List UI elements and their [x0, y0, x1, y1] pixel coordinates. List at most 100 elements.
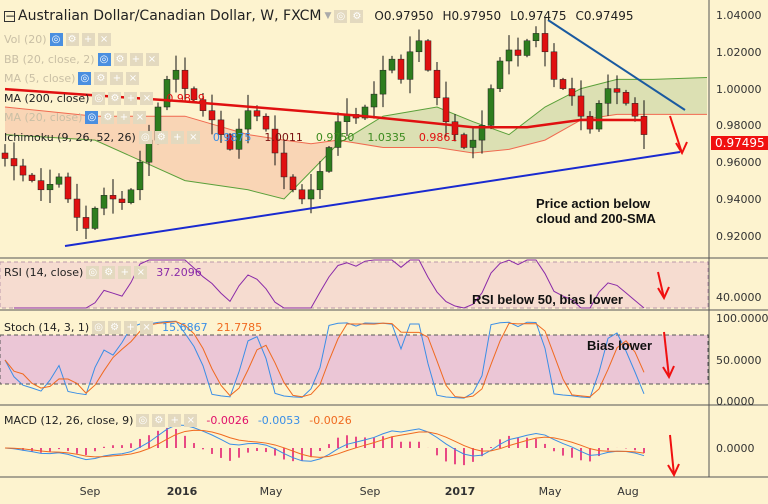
eye-icon[interactable]: ◎ [49, 33, 63, 46]
candle-body [469, 139, 477, 148]
indicator-label[interactable]: MA (200, close) [4, 91, 90, 105]
candle-body [28, 174, 36, 181]
candle-body [505, 49, 513, 62]
eye-icon[interactable]: ◎ [97, 52, 111, 66]
annotation-stoch: Bias lower [587, 338, 653, 353]
indicator-label[interactable]: Vol (20) [4, 33, 47, 46]
close-icon[interactable]: × [97, 33, 111, 46]
stoch-axis-100: 100.0000 [716, 312, 768, 325]
candle-body [586, 115, 594, 130]
eye-icon[interactable]: ◎ [85, 111, 99, 124]
down-arrow-icon [669, 115, 683, 154]
time-axis-label: Sep [359, 485, 381, 498]
macd-label[interactable]: MACD (12, 26, close, 9) [4, 414, 134, 427]
candle-body [577, 95, 585, 117]
eye-icon[interactable]: ◎ [92, 91, 106, 105]
gear-icon[interactable]: ⚙ [108, 91, 122, 105]
candle-body [361, 106, 369, 119]
close-icon[interactable]: × [145, 52, 159, 66]
candle-body [298, 189, 306, 200]
gear-icon[interactable]: ⚙ [65, 33, 79, 46]
close-icon[interactable]: × [126, 72, 140, 85]
gear-icon[interactable]: ⚙ [108, 321, 122, 334]
ohlc-low: L0.97475 [510, 9, 567, 23]
ichimoku-cloud [545, 88, 581, 141]
gear-icon[interactable]: ⚙ [94, 72, 108, 85]
close-icon[interactable]: × [140, 91, 154, 105]
ichimoku-cloud [248, 134, 284, 199]
eye-icon[interactable]: ◎ [92, 321, 106, 334]
gear-icon[interactable]: ⚙ [101, 111, 115, 124]
candle-body [541, 33, 549, 53]
plus-icon[interactable]: + [168, 414, 182, 427]
plus-icon[interactable]: + [124, 91, 138, 105]
eye-icon[interactable]: ◎ [334, 9, 348, 23]
eye-icon[interactable]: ◎ [136, 414, 150, 427]
candle-body [424, 40, 432, 71]
plus-icon[interactable]: + [110, 72, 124, 85]
support-trendline [64, 151, 681, 247]
symbol-title[interactable]: Australian Dollar/Canadian Dollar, W, FX… [18, 8, 322, 24]
macd-signal-line [4, 429, 645, 458]
gear-icon[interactable]: ⚙ [152, 414, 166, 427]
plus-icon[interactable]: + [117, 111, 131, 124]
rsi-band [0, 261, 709, 309]
close-icon[interactable]: × [184, 414, 198, 427]
candle-body [325, 147, 333, 172]
stoch-label[interactable]: Stoch (14, 3, 1) [4, 321, 90, 334]
eye-icon[interactable]: ◎ [86, 266, 100, 279]
candle-body [100, 195, 108, 209]
plus-icon[interactable]: + [170, 130, 184, 144]
collapse-icon[interactable]: − [4, 8, 16, 23]
close-icon[interactable]: × [133, 111, 147, 124]
indicator-value: 0.9861 [418, 130, 458, 144]
candle-body [415, 40, 423, 53]
candle-body [379, 69, 387, 95]
indicator-label[interactable]: MA (20, close) [4, 111, 83, 124]
close-icon[interactable]: × [140, 321, 154, 334]
candle-body [433, 69, 441, 99]
candle-body [10, 158, 18, 167]
rsi-label[interactable]: RSI (14, close) [4, 266, 84, 279]
candle-body [271, 128, 279, 154]
chevron-down-icon[interactable]: ▼ [324, 11, 332, 21]
stoch-d-line [4, 321, 645, 399]
candle-body [253, 110, 261, 117]
price-axis-label: 0.96000 [716, 156, 762, 170]
candle-body [208, 110, 216, 121]
plus-icon[interactable]: + [118, 266, 132, 279]
candle-body [316, 171, 324, 191]
time-axis-label: May [259, 485, 283, 498]
candle-body [46, 184, 54, 191]
eye-icon[interactable]: ◎ [138, 130, 152, 144]
candle-body [568, 88, 576, 97]
plus-icon[interactable]: + [81, 33, 95, 46]
candle-body [289, 176, 297, 191]
candle-body [37, 180, 45, 191]
candle-body [1, 152, 9, 159]
eye-icon[interactable]: ◎ [78, 72, 92, 85]
indicator-label[interactable]: Ichimoku (9, 26, 52, 26) [4, 130, 136, 144]
close-icon[interactable]: × [134, 266, 148, 279]
candle-body [370, 93, 378, 108]
gear-icon[interactable]: ⚙ [350, 9, 364, 23]
ichimoku-cloud [284, 140, 311, 199]
indicator-label[interactable]: BB (20, close, 2) [4, 52, 95, 66]
indicator-label[interactable]: MA (5, close) [4, 72, 76, 85]
candle-body [388, 58, 396, 71]
plus-icon[interactable]: + [124, 321, 138, 334]
price-axis-label: 1.00000 [716, 82, 762, 96]
gear-icon[interactable]: ⚙ [113, 52, 127, 66]
macd-hist-value: -0.0026 [206, 414, 249, 427]
indicator-value: 1.0011 [264, 130, 303, 144]
close-icon[interactable]: × [186, 130, 200, 144]
indicator-legend: MA (200, close) ◎ ⚙ + × 0.9829 [4, 91, 205, 105]
annotation-main: Price action below cloud and 200-SMA [536, 196, 656, 226]
gear-icon[interactable]: ⚙ [102, 266, 116, 279]
candle-body [190, 88, 198, 100]
gear-icon[interactable]: ⚙ [154, 130, 168, 144]
plus-icon[interactable]: + [129, 52, 143, 66]
stoch-axis-50: 50.0000 [716, 354, 762, 367]
rsi-axis-label: 40.0000 [716, 291, 762, 304]
